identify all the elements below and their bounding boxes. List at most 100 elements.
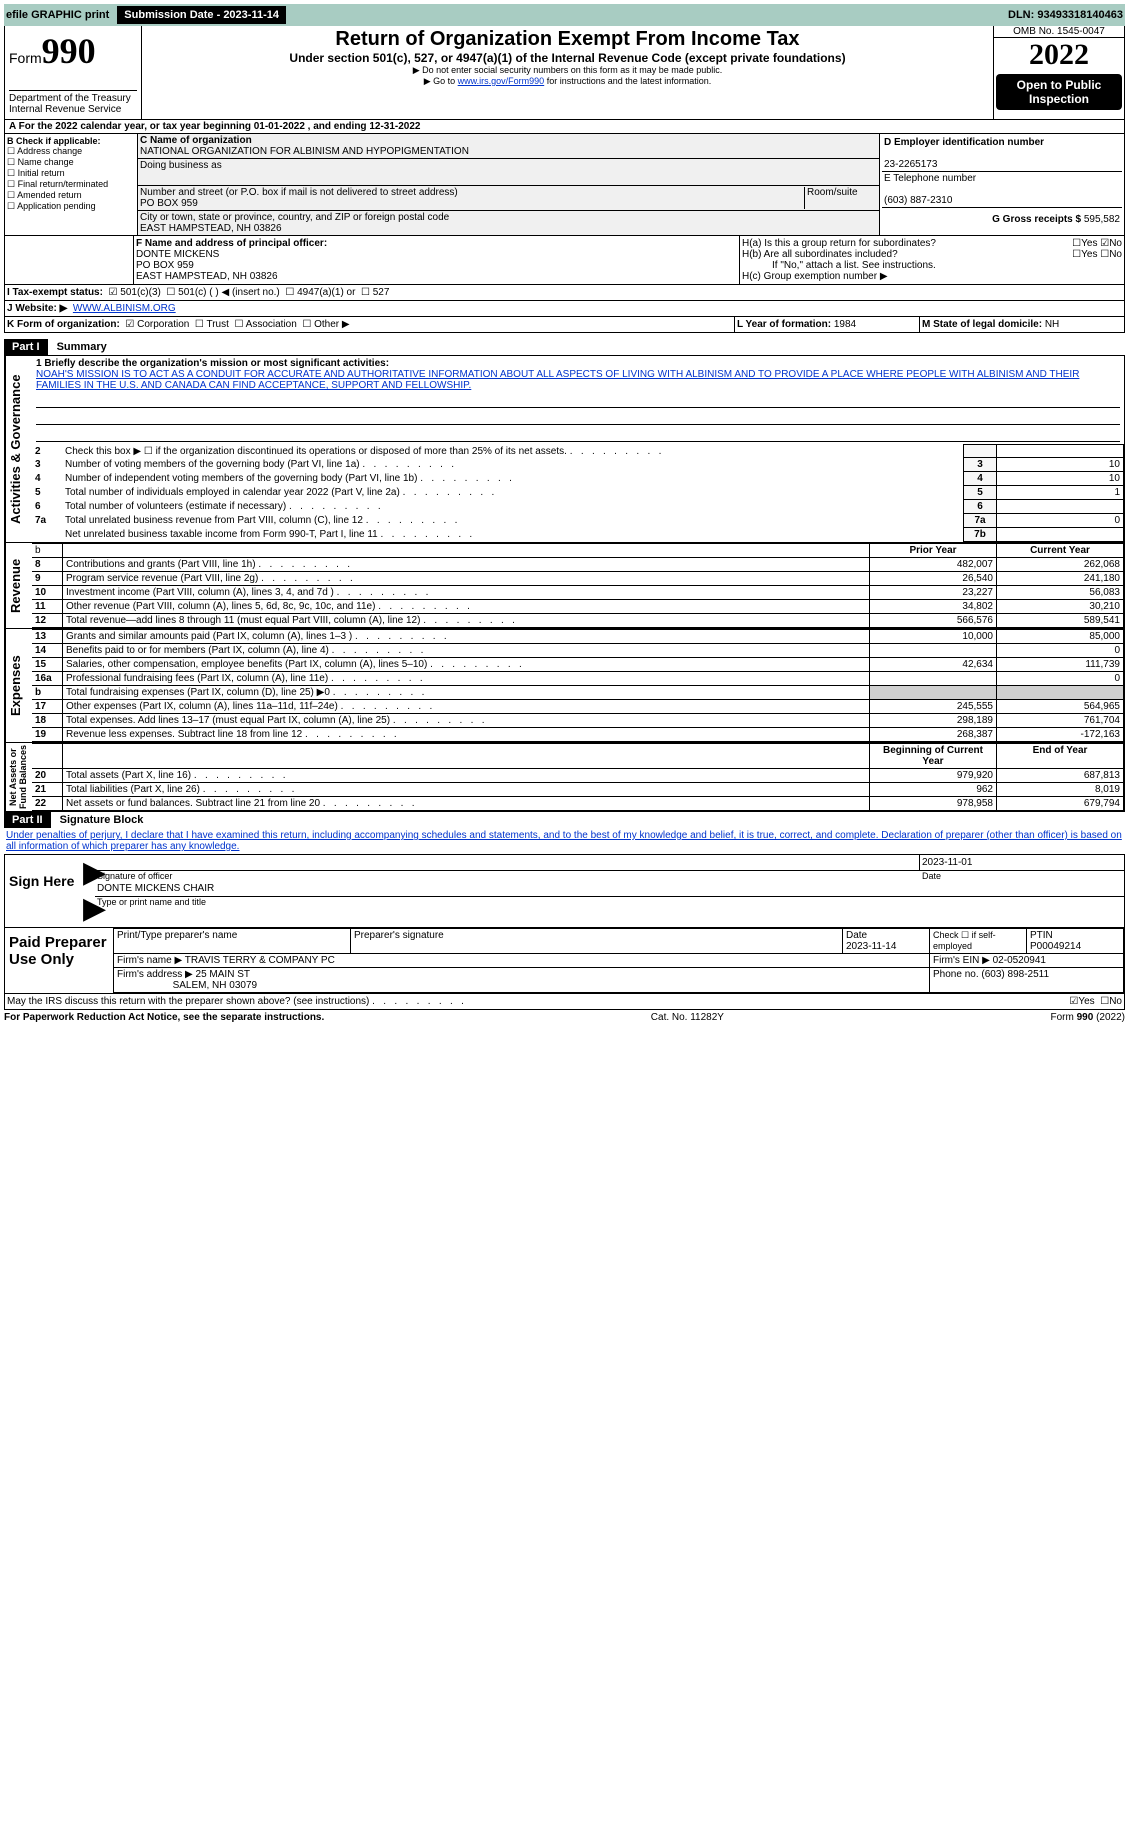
chk-application-pending[interactable]: Application pending — [7, 201, 135, 212]
paid-preparer-block: Paid Preparer Use Only Print/Type prepar… — [4, 928, 1125, 994]
end-year-hdr: End of Year — [997, 744, 1124, 769]
col-deg: D Employer identification number 23-2265… — [879, 134, 1124, 235]
ptin-hdr: PTIN — [1030, 930, 1053, 941]
b-label: B Check if applicable: — [7, 136, 135, 146]
part2-header-row: Part II Signature Block — [4, 812, 1125, 828]
current-year-hdr: Current Year — [997, 544, 1124, 558]
prep-date-val: 2023-11-14 — [846, 941, 896, 952]
room-label: Room/suite — [804, 187, 877, 209]
line-i: I Tax-exempt status: 501(c)(3) 501(c) ( … — [4, 285, 1125, 301]
line-klm: K Form of organization: Corporation Trus… — [4, 317, 1125, 333]
chk-final-return[interactable]: Final return/terminated — [7, 179, 135, 190]
discuss-no[interactable]: No — [1109, 996, 1122, 1007]
expenses-table: 13Grants and similar amounts paid (Part … — [32, 629, 1124, 742]
city-state-zip: EAST HAMPSTEAD, NH 03826 — [140, 223, 282, 234]
vert-expenses: Expenses — [5, 629, 32, 742]
b-marker: b — [32, 544, 63, 558]
submission-date: Submission Date - 2023-11-14 — [117, 6, 286, 24]
prep-sig-hdr: Preparer's signature — [354, 930, 444, 941]
chk-initial-return[interactable]: Initial return — [7, 168, 135, 179]
prior-year-hdr: Prior Year — [870, 544, 997, 558]
part1-title: Summary — [51, 341, 107, 353]
irs-link[interactable]: www.irs.gov/Form990 — [458, 76, 545, 86]
dln-label: DLN: 93493318140463 — [1008, 9, 1123, 21]
dba-label: Doing business as — [140, 160, 222, 171]
i-label: I Tax-exempt status: — [7, 287, 103, 298]
firm-addr: 25 MAIN ST — [196, 969, 250, 980]
org-name: NATIONAL ORGANIZATION FOR ALBINISM AND H… — [140, 146, 469, 157]
ha-yes[interactable]: Yes — [1081, 238, 1097, 249]
chk-address-change[interactable]: Address change — [7, 146, 135, 157]
f-h-block: F Name and address of principal officer:… — [4, 236, 1125, 285]
prep-selfemp: Check ☐ if self-employed — [930, 929, 1027, 954]
hb-yes[interactable]: Yes — [1081, 249, 1097, 260]
q1-label: 1 Briefly describe the organization's mi… — [36, 358, 389, 369]
chk-name-change[interactable]: Name change — [7, 157, 135, 168]
gross-receipts: 595,582 — [1084, 214, 1120, 225]
hb-no[interactable]: No — [1109, 249, 1122, 260]
netassets-table: Beginning of Current YearEnd of Year 20T… — [32, 743, 1124, 811]
hc-label: H(c) Group exemption number ▶ — [742, 271, 1122, 282]
website-link[interactable]: WWW.ALBINISM.ORG — [73, 303, 176, 314]
l-label: L Year of formation: — [737, 319, 834, 330]
paid-preparer-label: Paid Preparer Use Only — [5, 928, 113, 993]
officer-addr2: EAST HAMPSTEAD, NH 03826 — [136, 271, 278, 282]
firm-ein-label: Firm's EIN ▶ — [933, 955, 990, 966]
e-label: E Telephone number — [884, 173, 976, 184]
ein-value: 23-2265173 — [884, 159, 937, 170]
discuss-text: May the IRS discuss this return with the… — [7, 996, 464, 1007]
firm-addr-label: Firm's address ▶ — [117, 969, 193, 980]
vert-actgov: Activities & Governance — [5, 356, 32, 542]
part1-header-row: Part I Summary — [4, 339, 1125, 355]
vert-netassets: Net Assets or Fund Balances — [5, 743, 32, 811]
ha-label: H(a) Is this a group return for subordin… — [742, 238, 1072, 249]
firm-name: TRAVIS TERRY & COMPANY PC — [185, 955, 335, 966]
netassets-block: Net Assets or Fund Balances Beginning of… — [4, 743, 1125, 812]
efile-label: efile GRAPHIC print — [6, 9, 109, 21]
form-label: Form — [9, 50, 42, 66]
footer-left: For Paperwork Reduction Act Notice, see … — [4, 1012, 324, 1023]
revenue-table: bPrior YearCurrent Year 8Contributions a… — [32, 543, 1124, 628]
ha-no[interactable]: No — [1109, 238, 1122, 249]
discuss-yes[interactable]: Yes — [1078, 996, 1094, 1007]
firm-addr2: SALEM, NH 03079 — [173, 980, 258, 991]
chk-association[interactable]: Association — [234, 319, 296, 330]
firm-phone: (603) 898-2511 — [981, 969, 1049, 980]
part2-title: Signature Block — [54, 814, 144, 826]
line-j: J Website: ▶ WWW.ALBINISM.ORG — [4, 301, 1125, 317]
vert-revenue: Revenue — [5, 543, 32, 628]
state-domicile: NH — [1045, 319, 1059, 330]
officer-name: DONTE MICKENS — [136, 249, 219, 260]
activities-governance-block: Activities & Governance 1 Briefly descri… — [4, 355, 1125, 543]
sign-here-block: Sign Here ▶▶ 2023-11-01 Signature of off… — [4, 854, 1125, 928]
form-header: Form990 Department of the Treasury Inter… — [4, 26, 1125, 120]
dept-label: Department of the Treasury Internal Reve… — [9, 90, 137, 115]
firm-phone-label: Phone no. — [933, 969, 979, 980]
omb-number: OMB No. 1545-0047 — [994, 26, 1124, 38]
perjury-link[interactable]: Under penalties of perjury, I declare th… — [6, 830, 1122, 852]
chk-trust[interactable]: Trust — [195, 319, 229, 330]
goto-line: ▶ Go to www.irs.gov/Form990 for instruct… — [148, 76, 987, 87]
chk-527[interactable]: 527 — [361, 287, 389, 298]
chk-4947[interactable]: 4947(a)(1) or — [285, 287, 355, 298]
street-address: PO BOX 959 — [140, 198, 198, 209]
sig-date-label: Date — [920, 871, 1124, 881]
footer-form-no: 990 — [1077, 1012, 1094, 1023]
chk-amended-return[interactable]: Amended return — [7, 190, 135, 201]
col-c: C Name of organization NATIONAL ORGANIZA… — [138, 134, 879, 235]
chk-other[interactable]: Other ▶ — [302, 319, 349, 330]
f-label: F Name and address of principal officer: — [136, 238, 327, 249]
efile-topbar: efile GRAPHIC print Submission Date - 20… — [4, 4, 1125, 26]
part1-tag: Part I — [4, 339, 48, 355]
chk-501c3[interactable]: 501(c)(3) — [109, 287, 161, 298]
page-footer: For Paperwork Reduction Act Notice, see … — [4, 1010, 1125, 1025]
k-label: K Form of organization: — [7, 319, 120, 330]
goto-pre: ▶ Go to — [424, 76, 458, 86]
mission-text[interactable]: NOAH'S MISSION IS TO ACT AS A CONDUIT FO… — [36, 369, 1079, 391]
chk-501c[interactable]: 501(c) ( ) ◀ (insert no.) — [166, 287, 279, 298]
sign-here-label: Sign Here — [5, 855, 83, 927]
chk-corporation[interactable]: Corporation — [125, 319, 189, 330]
ptin-val: P00049214 — [1030, 941, 1081, 952]
expenses-block: Expenses 13Grants and similar amounts pa… — [4, 629, 1125, 743]
c-label: C Name of organization — [140, 135, 252, 146]
